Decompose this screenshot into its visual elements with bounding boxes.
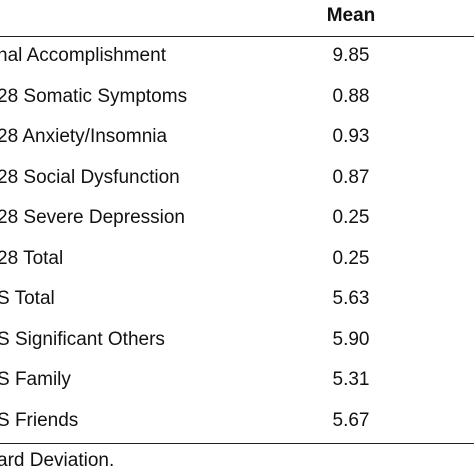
row-label: S Family (0, 369, 71, 390)
header-rule (0, 36, 474, 37)
mean-value: 0.88 (332, 85, 370, 107)
mean-value: 5.63 (332, 288, 370, 309)
mean-value: 9.85 (332, 45, 370, 66)
mean-value: 5.31 (332, 369, 370, 390)
mean-value: 5.67 (332, 409, 370, 431)
row-label: S Friends (0, 409, 79, 431)
footnote: ard Deviation. (0, 450, 115, 471)
row-label: 28 Severe Depression (0, 207, 185, 228)
column-header: Mean (326, 5, 376, 26)
row-label: 28 Total (0, 247, 64, 269)
mean-value: 0.87 (332, 166, 370, 188)
row-label: S Significant Others (0, 328, 165, 350)
mean-value: 0.25 (332, 247, 370, 269)
row-label: S Total (0, 288, 55, 309)
mean-value: 0.93 (332, 126, 370, 147)
mean-value: 5.90 (332, 328, 370, 350)
row-label: 28 Anxiety/Insomnia (0, 126, 168, 147)
row-label: nal Accomplishment (0, 45, 166, 66)
row-label: 28 Somatic Symptoms (0, 85, 188, 107)
bottom-rule (0, 443, 474, 444)
mean-value: 0.25 (332, 207, 370, 228)
row-label: 28 Social Dysfunction (0, 166, 180, 188)
